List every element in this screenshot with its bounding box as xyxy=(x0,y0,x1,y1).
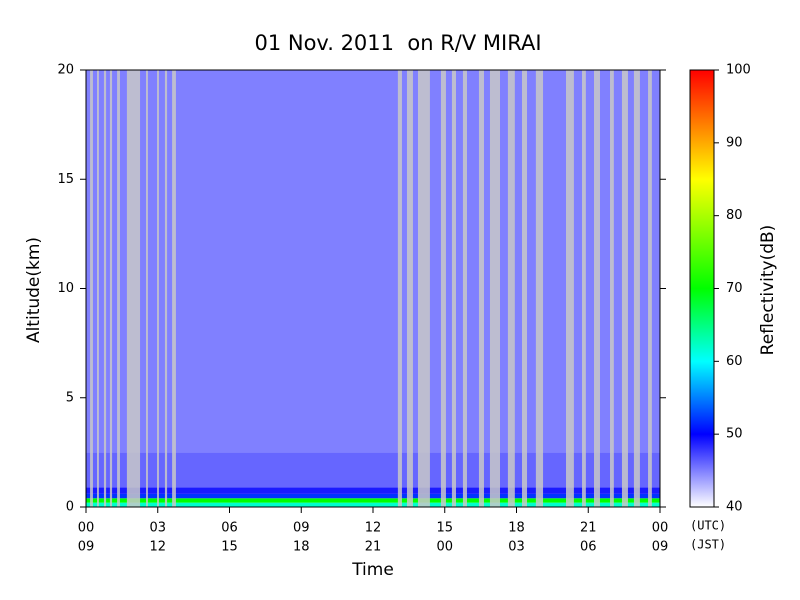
y-tick-label: 5 xyxy=(66,390,74,405)
colorbar-label: Reflectivity(dB) xyxy=(758,225,778,356)
missing-data xyxy=(593,70,600,507)
missing-data xyxy=(489,70,500,507)
x-tick-label: 00 xyxy=(78,521,95,536)
jst-tick-label: 21 xyxy=(365,540,382,555)
missing-data xyxy=(451,70,456,507)
y-tick-label: 15 xyxy=(57,172,74,187)
missing-data xyxy=(406,70,413,507)
missing-data xyxy=(478,70,484,507)
missing-data xyxy=(172,70,176,507)
y-axis-label: Altitude(km) xyxy=(24,237,44,343)
jst-tick-label: 00 xyxy=(436,540,453,555)
missing-data xyxy=(566,70,574,507)
x-tick-label: 12 xyxy=(365,521,382,536)
heat-cell xyxy=(86,502,660,507)
missing-data xyxy=(90,70,93,507)
missing-data xyxy=(97,70,99,507)
x-tick-label: 00 xyxy=(652,521,669,536)
y-tick-label: 20 xyxy=(57,63,74,78)
jst-tick-label: 15 xyxy=(221,540,238,555)
jst-tick-label: 09 xyxy=(78,540,95,555)
colorbar-tick-label: 80 xyxy=(726,208,743,223)
missing-data xyxy=(164,70,168,507)
missing-data xyxy=(397,70,402,507)
missing-data xyxy=(103,70,107,507)
colorbar-tick-label: 40 xyxy=(726,500,743,515)
jst-tick-label: 09 xyxy=(652,540,669,555)
x-tick-label: 18 xyxy=(508,521,525,536)
missing-data xyxy=(417,70,430,507)
colorbar-tick-label: 90 xyxy=(726,135,743,150)
missing-data xyxy=(440,70,446,507)
missing-data xyxy=(462,70,467,507)
colorbar-tick-label: 60 xyxy=(726,354,743,369)
missing-data xyxy=(648,70,652,507)
jst-tick-label: 18 xyxy=(293,540,310,555)
y-tick-label: 0 xyxy=(66,500,74,515)
heat-cell xyxy=(86,70,660,453)
missing-data xyxy=(126,70,141,507)
chart-title: 01 Nov. 2011 on R/V MIRAI xyxy=(254,31,541,55)
colorbar-tick-label: 50 xyxy=(726,427,743,442)
colorbar-tick-label: 100 xyxy=(726,63,751,78)
x-tick-label: 15 xyxy=(436,521,453,536)
missing-data xyxy=(610,70,614,507)
jst-tick-label: 06 xyxy=(580,540,597,555)
missing-data xyxy=(109,70,113,507)
heat-cell xyxy=(86,498,660,503)
y-tick-label: 10 xyxy=(57,281,74,296)
missing-data xyxy=(535,70,544,507)
missing-data xyxy=(507,70,515,507)
missing-data xyxy=(522,70,528,507)
jst-tick-label: 12 xyxy=(149,540,166,555)
utc-label: (UTC) xyxy=(690,519,726,533)
missing-data xyxy=(582,70,586,507)
missing-data xyxy=(157,70,159,507)
colorbar xyxy=(689,69,715,508)
heat-cell xyxy=(86,493,660,499)
x-tick-label: 09 xyxy=(293,521,310,536)
x-tick-label: 21 xyxy=(580,521,597,536)
x-axis-label: Time xyxy=(351,560,394,580)
heat-cell xyxy=(86,487,660,494)
missing-data xyxy=(117,70,120,507)
colorbar-tick-label: 70 xyxy=(726,281,743,296)
jst-tick-label: 03 xyxy=(508,540,525,555)
missing-data xyxy=(621,70,628,507)
heat-cell xyxy=(86,452,660,488)
x-tick-label: 03 xyxy=(149,521,166,536)
jst-label: (JST) xyxy=(690,538,726,552)
x-tick-label: 06 xyxy=(221,521,238,536)
missing-data xyxy=(633,70,640,507)
missing-data xyxy=(146,70,148,507)
